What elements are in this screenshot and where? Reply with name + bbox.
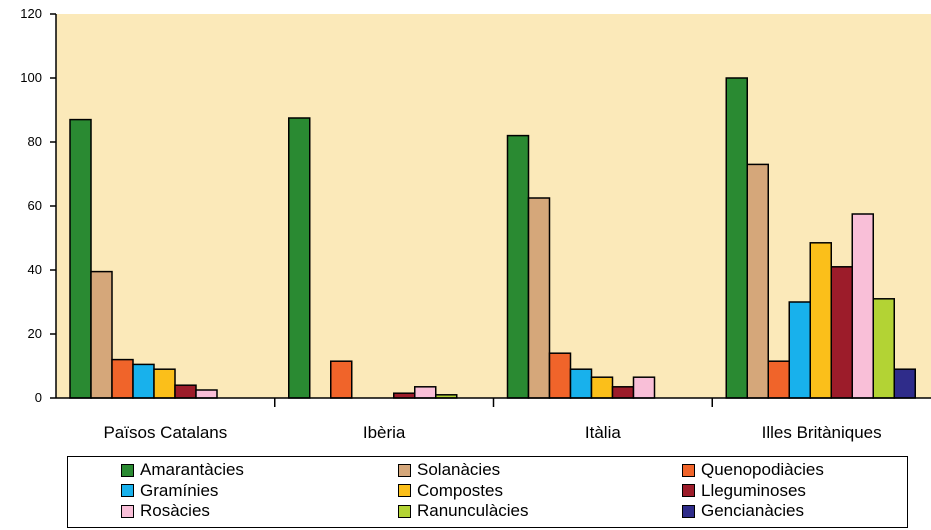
bar [506, 134, 530, 399]
bar [132, 363, 155, 399]
bar [632, 376, 656, 399]
legend-swatch [398, 504, 411, 518]
legend-swatch [121, 504, 134, 518]
bar-chart: 0 20 40 60 80 100 120 Països Catalans Ibèria Ità… [20, 6, 931, 442]
legend-swatch [682, 484, 695, 497]
x-category-label: Itàlia [585, 423, 621, 442]
bar [851, 213, 874, 399]
x-category-label: Països Catalans [103, 423, 227, 442]
legend-label: Ranunculàcies [417, 501, 529, 520]
y-tick-label: 20 [28, 326, 42, 341]
bar [414, 386, 437, 399]
legend-label: Solanàcies [417, 460, 501, 479]
legend-item: Compostes [398, 481, 503, 501]
x-category-label: Ibèria [363, 423, 406, 442]
y-tick-label: 60 [28, 198, 42, 213]
bar [746, 163, 769, 399]
bar [174, 384, 197, 399]
bar [527, 197, 551, 399]
bar [195, 389, 218, 399]
legend-item: Lleguminoses [682, 481, 806, 501]
legend-swatch [398, 463, 411, 477]
bars-group [69, 77, 916, 399]
legend-swatch [682, 504, 695, 518]
legend-swatch [121, 463, 134, 477]
bar [893, 368, 916, 399]
bar [111, 358, 134, 399]
y-tick-label: 0 [35, 390, 42, 405]
bar [590, 376, 614, 399]
y-axis-ticks: 0 20 40 60 80 100 120 [20, 6, 56, 405]
legend-swatch [121, 484, 134, 497]
legend-swatch [398, 484, 411, 497]
bar [569, 368, 593, 399]
bar [548, 352, 572, 399]
bar [809, 242, 832, 399]
bar [830, 266, 853, 399]
bar [872, 298, 895, 399]
legend-item: Quenopodiàcies [682, 460, 824, 480]
y-tick-label: 120 [20, 6, 42, 21]
bar [788, 301, 811, 399]
legend-label: Compostes [417, 480, 503, 500]
legend-swatch [682, 463, 695, 477]
legend-item: Amarantàcies [121, 460, 244, 480]
bar [69, 118, 92, 399]
legend-label: Gencianàcies [701, 501, 805, 520]
x-axis-ticks: Països Catalans Ibèria Itàlia Illes Britàni… [103, 398, 882, 442]
legend-label: Quenopodiàcies [701, 460, 824, 479]
legend-label: Lleguminoses [701, 480, 806, 500]
legend-label: Gramínies [140, 480, 219, 500]
y-tick-label: 40 [28, 262, 42, 277]
bar [767, 360, 790, 399]
bar [90, 270, 113, 399]
x-category-label: Illes Britàniques [762, 423, 882, 442]
legend-item: Rosàcies [121, 501, 210, 521]
legend: Amarantàcies Solanàcies Quenopodiàcies Gram… [67, 456, 908, 528]
legend-item: Ranunculàcies [398, 501, 529, 521]
plot-area [56, 14, 931, 398]
y-tick-label: 80 [28, 134, 42, 149]
legend-item: Solanàcies [398, 460, 500, 480]
legend-label: Rosàcies [140, 501, 210, 520]
y-tick-label: 100 [20, 70, 42, 85]
legend-item: Gencianàcies [682, 501, 804, 521]
legend-item: Gramínies [121, 481, 218, 501]
legend-label: Amarantàcies [140, 460, 244, 479]
bar [153, 368, 176, 399]
bar [611, 386, 635, 399]
bar [288, 117, 311, 399]
bar [725, 77, 748, 399]
bar [330, 360, 353, 399]
